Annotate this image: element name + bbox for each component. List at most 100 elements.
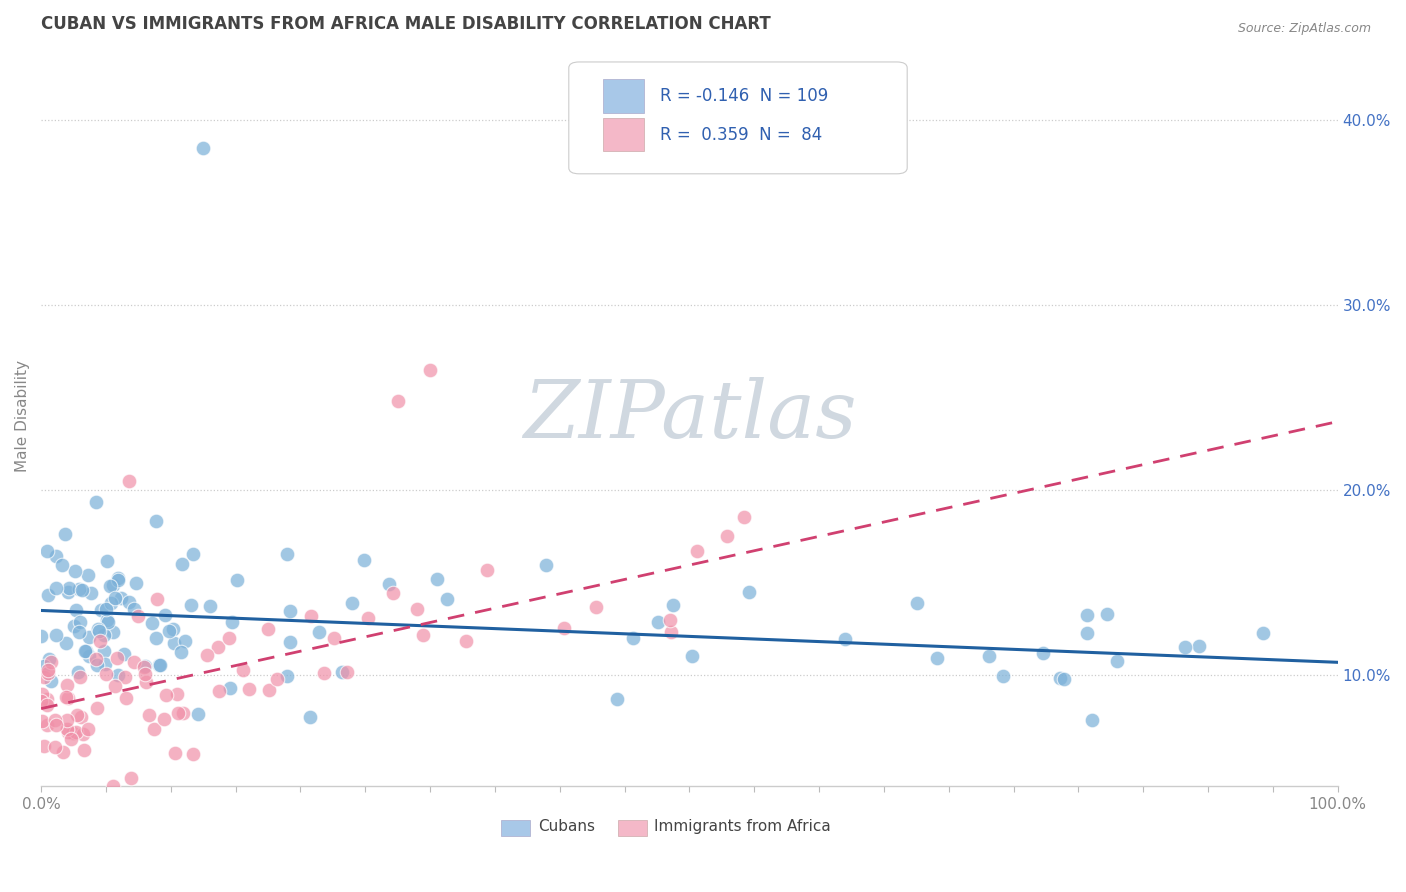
Point: [32, 659, 55, 673]
Point: [280, 634, 302, 648]
Point: [30, 694, 52, 708]
Point: [94, 666, 117, 681]
Point: [80, 586, 103, 600]
Point: [93, 644, 115, 658]
Point: [195, 648, 218, 663]
Point: [35, 718, 58, 732]
Text: Source: ZipAtlas.com: Source: ZipAtlas.com: [1237, 22, 1371, 36]
Point: [65, 725, 87, 739]
Point: [1032, 646, 1054, 660]
Point: [75, 644, 97, 658]
Point: [37, 691, 59, 706]
Point: [1081, 714, 1104, 728]
Point: [1095, 607, 1118, 622]
Point: [56, 725, 79, 739]
Point: [181, 547, 204, 561]
Point: [207, 640, 229, 655]
Point: [51, 558, 73, 573]
Point: [37, 666, 59, 681]
Point: [107, 573, 129, 587]
Point: [534, 558, 557, 573]
Point: [148, 657, 170, 672]
Point: [152, 713, 174, 727]
Point: [312, 665, 335, 680]
Point: [98, 579, 121, 593]
Point: [218, 681, 240, 696]
Point: [94, 657, 117, 671]
Point: [681, 648, 703, 663]
Point: [58, 581, 80, 595]
Point: [662, 598, 685, 612]
Point: [406, 601, 429, 615]
Point: [37, 588, 59, 602]
Point: [135, 675, 157, 690]
Point: [35, 543, 58, 558]
Point: [1188, 640, 1211, 654]
Point: [101, 625, 124, 640]
Text: ZIPatlas: ZIPatlas: [523, 377, 856, 455]
Point: [454, 633, 477, 648]
Point: [733, 509, 755, 524]
Point: [45, 549, 67, 563]
Point: [585, 599, 607, 614]
Point: [166, 687, 188, 701]
Point: [37, 663, 59, 677]
Point: [100, 597, 122, 611]
Point: [56, 723, 79, 737]
Point: [356, 611, 378, 625]
Point: [114, 670, 136, 684]
Point: [905, 596, 928, 610]
Point: [738, 585, 761, 599]
Point: [86, 658, 108, 673]
Point: [276, 547, 298, 561]
FancyBboxPatch shape: [502, 820, 530, 836]
Point: [103, 780, 125, 794]
Point: [104, 680, 127, 694]
Point: [165, 746, 187, 760]
Point: [107, 668, 129, 682]
Point: [110, 591, 132, 606]
Point: [180, 599, 202, 613]
Point: [658, 613, 681, 627]
Point: [72, 727, 94, 741]
Point: [1173, 640, 1195, 654]
FancyBboxPatch shape: [603, 79, 644, 112]
Point: [107, 651, 129, 665]
FancyBboxPatch shape: [619, 820, 647, 836]
Point: [96, 554, 118, 568]
Point: [134, 659, 156, 673]
Point: [69, 615, 91, 629]
Point: [59, 732, 82, 747]
Point: [104, 591, 127, 605]
Point: [67, 582, 90, 597]
Point: [97, 615, 120, 629]
Point: [606, 691, 628, 706]
Point: [44, 713, 66, 727]
Point: [323, 631, 346, 645]
Point: [84, 652, 107, 666]
Point: [31, 714, 53, 729]
Point: [86, 495, 108, 509]
Point: [39, 655, 62, 669]
Point: [138, 708, 160, 723]
Point: [87, 622, 110, 636]
Point: [93, 627, 115, 641]
Point: [174, 634, 197, 648]
Point: [58, 584, 80, 599]
Point: [55, 636, 77, 650]
Point: [145, 514, 167, 528]
Point: [621, 632, 644, 646]
Point: [208, 683, 231, 698]
Text: Cubans: Cubans: [537, 819, 595, 834]
Point: [134, 666, 156, 681]
Point: [145, 631, 167, 645]
Point: [308, 625, 330, 640]
Point: [225, 573, 247, 587]
Point: [45, 718, 67, 732]
Point: [65, 603, 87, 617]
Point: [218, 631, 240, 645]
Point: [278, 605, 301, 619]
Point: [56, 690, 79, 705]
Point: [87, 624, 110, 638]
Point: [73, 743, 96, 757]
